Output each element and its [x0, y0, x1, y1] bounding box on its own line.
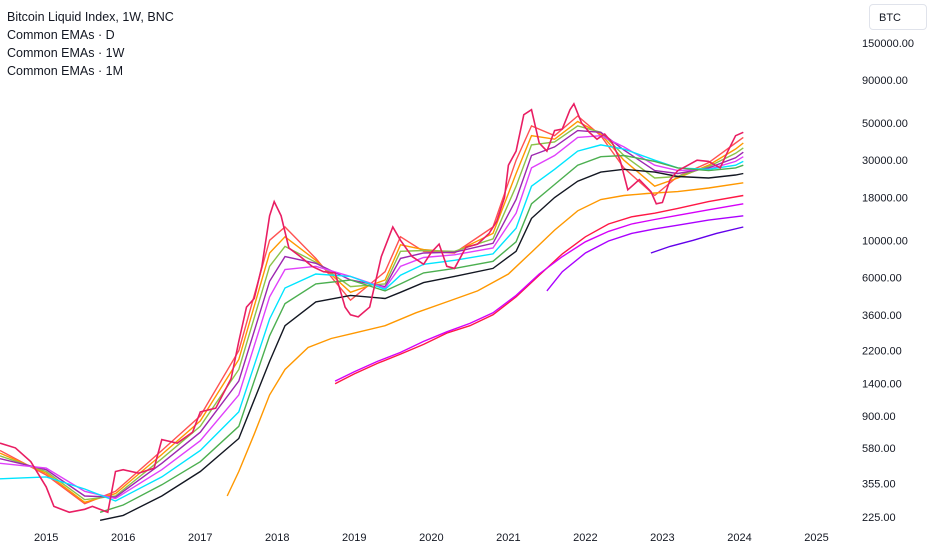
y-tick-label-13: 150000.00 [862, 38, 914, 50]
x-tick-label-7: 2022 [573, 532, 597, 544]
x-tick-label-3: 2018 [265, 532, 289, 544]
price-axis: 225.00 355.00 580.00 900.00 1400.00 2200.00 36… [862, 38, 914, 524]
y-tick-label-1: 355.00 [862, 479, 896, 491]
x-tick-label-0: 2015 [34, 532, 58, 544]
ema-series-line-10 [334, 203, 744, 382]
price-series-layer [0, 102, 744, 514]
ema-series-line-11 [546, 215, 744, 292]
ema-series-line-5 [0, 144, 744, 502]
ema-series-line-6 [99, 154, 744, 513]
y-tick-label-7: 6000.00 [862, 273, 902, 285]
ema-series-line-3 [0, 129, 744, 498]
y-tick-label-2: 580.00 [862, 443, 896, 455]
y-tick-label-3: 900.00 [862, 411, 896, 423]
indicator-label-monthly[interactable]: Common EMAs · 1M [7, 64, 123, 78]
x-tick-label-9: 2024 [727, 532, 751, 544]
ema-series-layer [0, 115, 744, 521]
ema-series-line-4 [0, 134, 744, 500]
x-tick-label-1: 2016 [111, 532, 135, 544]
y-tick-label-12: 90000.00 [862, 75, 908, 87]
ema-series-line-9 [334, 194, 744, 385]
indicator-label-weekly[interactable]: Common EMAs · 1W [7, 46, 125, 60]
x-tick-label-8: 2023 [650, 532, 674, 544]
ema-series-line-8 [226, 182, 744, 497]
x-tick-label-6: 2021 [496, 532, 520, 544]
time-axis: 2015 2016 2017 2018 2019 2020 2021 2022 2023 2024… [34, 532, 829, 544]
indicator-label-daily[interactable]: Common EMAs · D [7, 28, 115, 42]
price-series-line [0, 102, 744, 514]
y-tick-label-4: 1400.00 [862, 379, 902, 391]
ema-series-line-12 [650, 226, 744, 254]
x-tick-label-5: 2020 [419, 532, 443, 544]
symbol-button[interactable]: BTC [869, 4, 927, 30]
ema-series-line-2 [0, 125, 744, 501]
y-tick-label-5: 2200.00 [862, 346, 902, 358]
x-tick-label-10: 2025 [804, 532, 828, 544]
ema-series-line-7 [99, 168, 744, 521]
y-tick-label-11: 50000.00 [862, 118, 908, 130]
chart-legend: Bitcoin Liquid Index, 1W, BNC Common EMA… [7, 8, 174, 80]
x-tick-label-4: 2019 [342, 532, 366, 544]
y-tick-label-9: 18000.00 [862, 193, 908, 205]
ema-series-line-1 [0, 120, 744, 504]
ema-series-line-0 [0, 115, 744, 505]
x-tick-label-2: 2017 [188, 532, 212, 544]
y-tick-label-10: 30000.00 [862, 155, 908, 167]
y-tick-label-6: 3600.00 [862, 310, 902, 322]
y-tick-label-8: 10000.00 [862, 235, 908, 247]
chart-title[interactable]: Bitcoin Liquid Index, 1W, BNC [7, 10, 174, 24]
y-tick-label-0: 225.00 [862, 512, 896, 524]
